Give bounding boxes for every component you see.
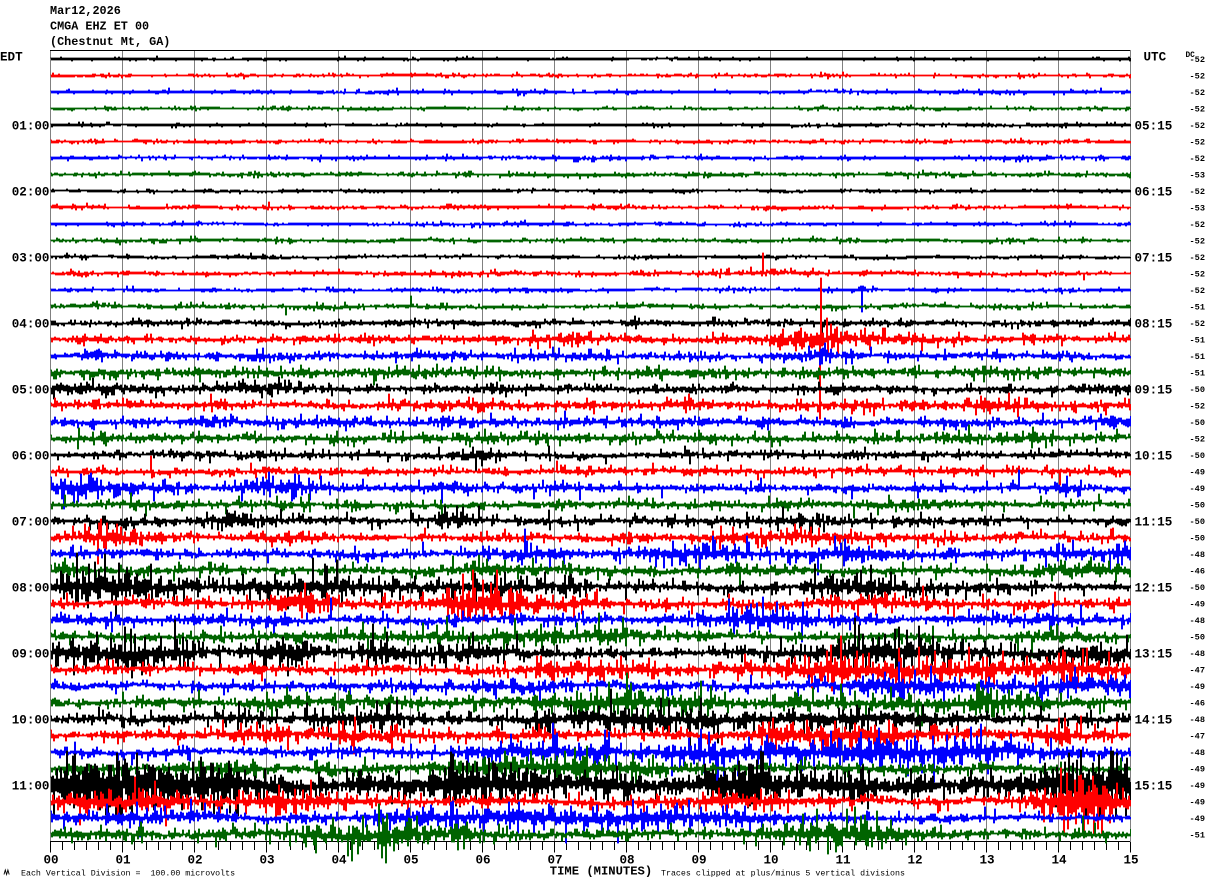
svg-text:05: 05 [403,854,418,868]
svg-text:06:15: 06:15 [1135,186,1173,200]
svg-text:06: 06 [475,854,490,868]
svg-text:08:15: 08:15 [1135,318,1173,332]
svg-text:-50: -50 [1190,385,1205,395]
svg-text:02: 02 [187,854,202,868]
svg-text:(Chestnut Mt, GA): (Chestnut Mt, GA) [50,35,170,49]
svg-text:-50: -50 [1190,451,1205,461]
svg-text:05:15: 05:15 [1135,120,1173,134]
svg-text:-48: -48 [1190,616,1205,626]
svg-text:08: 08 [619,854,634,868]
svg-text:11:15: 11:15 [1135,516,1173,530]
svg-text:13: 13 [979,854,994,868]
svg-text:11: 11 [835,854,851,868]
svg-text:-48: -48 [1190,649,1205,659]
svg-text:-52: -52 [1190,253,1205,263]
svg-text:-52: -52 [1190,105,1205,115]
svg-text:04:00: 04:00 [12,318,50,332]
svg-text:-49: -49 [1190,765,1205,775]
svg-text:Mar12,2026: Mar12,2026 [50,4,121,18]
svg-text:-52: -52 [1190,220,1205,230]
svg-text:-52: -52 [1190,237,1205,247]
svg-text:09:00: 09:00 [12,648,50,662]
svg-text:-52: -52 [1190,72,1205,82]
svg-text:11:00: 11:00 [12,780,50,794]
svg-text:-52: -52 [1190,270,1205,280]
svg-text:-52: -52 [1190,138,1205,148]
svg-text:CMGA EHZ ET 00: CMGA EHZ ET 00 [50,20,149,34]
svg-text:DC: DC [1186,52,1196,60]
svg-text:-47: -47 [1190,666,1205,676]
svg-text:14:15: 14:15 [1135,714,1173,728]
svg-text:-49: -49 [1190,600,1205,610]
svg-text:01:00: 01:00 [12,120,50,134]
svg-text:-46: -46 [1190,567,1205,577]
svg-text:00: 00 [43,854,58,868]
svg-text:-50: -50 [1190,583,1205,593]
svg-text:-52: -52 [1190,187,1205,197]
svg-text:-50: -50 [1190,534,1205,544]
svg-text:-52: -52 [1190,55,1205,65]
svg-text:-51: -51 [1190,369,1205,379]
svg-text:02:00: 02:00 [12,186,50,200]
svg-text:-52: -52 [1190,286,1205,296]
svg-text:05:00: 05:00 [12,384,50,398]
svg-text:03: 03 [259,854,274,868]
svg-text:-49: -49 [1190,814,1205,824]
svg-text:-47: -47 [1190,732,1205,742]
svg-text:15: 15 [1123,854,1138,868]
svg-text:-48: -48 [1190,550,1205,560]
svg-text:-51: -51 [1190,336,1205,346]
svg-text:15:15: 15:15 [1135,780,1173,794]
svg-text:10: 10 [763,854,778,868]
svg-text:-49: -49 [1190,798,1205,808]
svg-text:-50: -50 [1190,517,1205,527]
svg-text:08:00: 08:00 [12,582,50,596]
svg-text:Each Vertical Division = 100.: Each Vertical Division = 100.00 microvol… [21,869,235,879]
svg-text:-51: -51 [1190,352,1205,362]
svg-text:-49: -49 [1190,781,1205,791]
svg-text:06:00: 06:00 [12,450,50,464]
svg-text:-46: -46 [1190,699,1205,709]
svg-text:-51: -51 [1190,303,1205,313]
svg-text:-52: -52 [1190,88,1205,98]
svg-text:14: 14 [1051,854,1067,868]
svg-text:-52: -52 [1190,154,1205,164]
svg-text:Traces clipped at plus/minus 5: Traces clipped at plus/minus 5 vertical … [661,869,905,879]
svg-text:07:00: 07:00 [12,516,50,530]
svg-text:04: 04 [331,854,347,868]
svg-text:-49: -49 [1190,468,1205,478]
svg-text:07:15: 07:15 [1135,252,1173,266]
svg-text:-51: -51 [1190,831,1205,841]
svg-text:-52: -52 [1190,435,1205,445]
svg-text:-48: -48 [1190,715,1205,725]
svg-text:-52: -52 [1190,121,1205,131]
svg-text:-50: -50 [1190,418,1205,428]
svg-text:EDT: EDT [0,51,23,65]
svg-text:TIME (MINUTES): TIME (MINUTES) [550,865,652,879]
svg-text:-48: -48 [1190,748,1205,758]
svg-text:03:00: 03:00 [12,252,50,266]
svg-text:12: 12 [907,854,922,868]
svg-text:UTC: UTC [1144,51,1167,65]
svg-text:-50: -50 [1190,633,1205,643]
svg-text:09: 09 [691,854,706,868]
svg-text:-49: -49 [1190,484,1205,494]
svg-text:10:00: 10:00 [12,714,50,728]
svg-text:10:15: 10:15 [1135,450,1173,464]
svg-text:07: 07 [547,854,562,868]
svg-text:-53: -53 [1190,171,1205,181]
svg-text:-53: -53 [1190,204,1205,214]
svg-text:01: 01 [115,854,131,868]
svg-text:09:15: 09:15 [1135,384,1173,398]
svg-text:-52: -52 [1190,402,1205,412]
svg-text:-52: -52 [1190,319,1205,329]
svg-text:12:15: 12:15 [1135,582,1173,596]
svg-text:-50: -50 [1190,501,1205,511]
svg-text:13:15: 13:15 [1135,648,1173,662]
svg-text:-49: -49 [1190,682,1205,692]
